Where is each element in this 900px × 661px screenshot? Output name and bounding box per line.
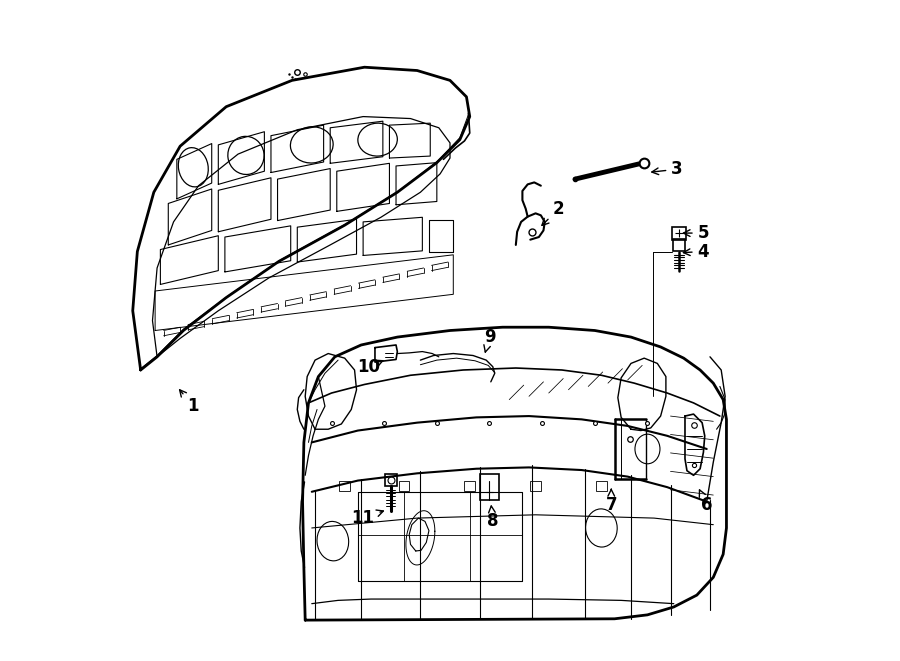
Text: 5: 5	[683, 224, 709, 242]
Text: 2: 2	[542, 200, 564, 225]
Text: 3: 3	[652, 160, 683, 178]
Bar	[596, 481, 607, 491]
Bar	[464, 481, 475, 491]
Bar	[399, 481, 410, 491]
Text: 9: 9	[483, 328, 495, 352]
Bar	[672, 227, 686, 240]
Bar	[481, 474, 499, 500]
Text: 6: 6	[699, 490, 713, 514]
Text: 11: 11	[352, 509, 383, 527]
Text: 4: 4	[683, 243, 709, 260]
Text: 1: 1	[180, 390, 199, 415]
Bar	[530, 481, 541, 491]
Text: 7: 7	[606, 489, 617, 514]
Bar	[339, 481, 350, 491]
Text: 8: 8	[487, 506, 499, 530]
Text: 10: 10	[357, 358, 383, 375]
